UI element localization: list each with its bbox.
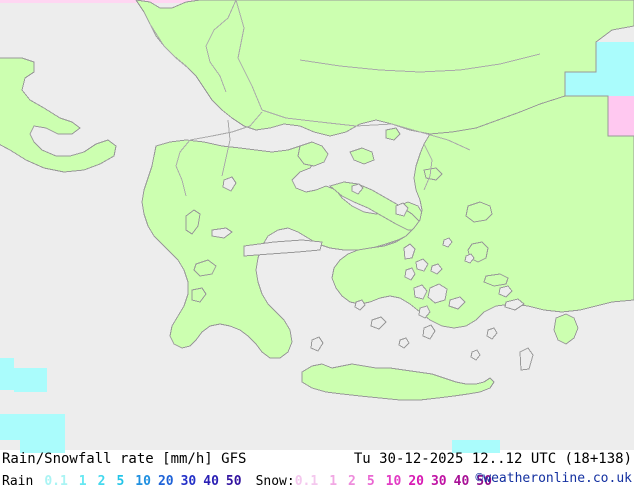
land-evia-north xyxy=(349,147,375,165)
legend-title: Rain/Snowfall rate [mm/h] GFS xyxy=(2,451,247,467)
snow-scale-step-5: 5 xyxy=(366,474,375,489)
land-greece-chalkidiki xyxy=(297,141,329,167)
border-croatia-bosnia xyxy=(149,23,189,69)
ionian-sea-rain-patch-d xyxy=(14,368,47,392)
island-milos xyxy=(370,316,387,330)
precip-scale-bar: Rain 0.1 1 2 5 10 20 30 40 50 Snow: 0.1 1 2 5 10 20 30… xyxy=(2,470,492,489)
snow-scale-step-30: 30 xyxy=(430,474,447,489)
island-ios xyxy=(418,305,431,319)
edge-precip-tick-left xyxy=(20,450,65,453)
island-small-d xyxy=(398,337,410,349)
land-rhodes xyxy=(553,313,579,345)
island-amorgos xyxy=(448,296,466,310)
ionian-sea-rain-patch-a xyxy=(0,358,14,372)
north-edge-snow-strip xyxy=(0,0,242,3)
border-macedonia xyxy=(221,119,231,177)
island-mykonos xyxy=(430,263,443,275)
legend-title-row: Rain/Snowfall rate [mm/h] GFS Tu 30-12-2… xyxy=(0,450,634,470)
island-small-a xyxy=(464,253,475,264)
island-skyros xyxy=(395,202,409,217)
rain-scale-step-40: 40 xyxy=(203,474,219,489)
island-naxos xyxy=(427,283,448,304)
inland-water-layer xyxy=(211,176,323,257)
rain-scale-step-20: 20 xyxy=(157,474,174,489)
rain-scale-step-5: 5 xyxy=(116,474,125,489)
edge-precip-tick-right xyxy=(452,450,500,453)
land-lesbos xyxy=(465,201,493,223)
snow-scale-step-1: 1 xyxy=(329,474,338,489)
gulf-corinth xyxy=(243,239,323,257)
aegean-islands-layer xyxy=(310,183,534,371)
border-serbia-bulgaria xyxy=(261,109,393,127)
island-syros xyxy=(404,267,416,281)
island-small-b xyxy=(442,237,453,248)
legend-datestamp: Tu 30-12-2025 12..12 UTC (18+138) xyxy=(353,451,632,467)
snow-scale-label: Snow: xyxy=(255,474,295,489)
island-tinos xyxy=(415,258,429,272)
land-limnos xyxy=(423,167,443,181)
land-crete xyxy=(301,363,495,401)
rain-scale-step-50: 50 xyxy=(225,474,242,489)
border-bulgaria-turkey xyxy=(391,123,471,151)
island-skiathos xyxy=(351,183,364,195)
ionian-sea-rain-patch-h xyxy=(0,440,20,450)
land-balkans xyxy=(135,0,634,137)
political-borders-layer xyxy=(149,0,541,197)
snow-scale-step-50: 50 xyxy=(476,474,492,489)
border-bulgaria-greece xyxy=(189,111,263,141)
east-anatolia-snow-patch xyxy=(608,96,634,136)
land-samos xyxy=(483,273,509,287)
snow-scale-step-10: 10 xyxy=(385,474,402,489)
island-santorini xyxy=(422,324,436,340)
rain-scale-step-10: 10 xyxy=(135,474,151,489)
snow-scale-step-0.1: 0.1 xyxy=(294,474,319,489)
copyright-notice: ©weatheronline.co.uk xyxy=(475,471,632,486)
island-andros xyxy=(403,243,416,260)
island-small-c xyxy=(486,327,498,340)
rain-scale-step-0.1: 0.1 xyxy=(44,474,68,489)
weather-map-canvas[interactable] xyxy=(0,0,634,450)
black-sea-rain-patch xyxy=(596,42,634,72)
rain-scale-values: 0.1 1 2 5 10 20 30 40 50 xyxy=(44,470,241,489)
land-zakynthos xyxy=(191,287,207,303)
snow-scale-step-20: 20 xyxy=(408,474,424,489)
border-romania-bulgaria xyxy=(235,0,263,111)
ionian-sea-rain-patch-g xyxy=(20,428,65,450)
island-kos xyxy=(504,298,525,311)
land-italy-apulia xyxy=(0,57,117,173)
land-corfu xyxy=(185,209,201,235)
gulf-amvrakikos xyxy=(211,227,233,239)
island-paros xyxy=(413,284,428,300)
land-kefalonia xyxy=(193,259,217,277)
island-kalymnos xyxy=(498,285,513,298)
rain-scale-step-1: 1 xyxy=(78,474,87,489)
lake-prespa xyxy=(222,176,237,192)
border-north-1 xyxy=(205,0,237,93)
rain-scale-step-30: 30 xyxy=(180,474,197,489)
border-greece-turkey-thrace xyxy=(423,143,433,191)
island-kythira xyxy=(310,336,324,352)
black-sea-rain-patch-b xyxy=(565,72,634,96)
island-small-e xyxy=(354,299,366,311)
ionian-sea-rain-patch-i xyxy=(452,440,500,450)
rain-scale-step-2: 2 xyxy=(97,474,106,489)
ionian-sea-rain-patch-f xyxy=(0,414,34,428)
border-danube xyxy=(299,53,541,73)
legend-scale-row: Rain 0.1 1 2 5 10 20 30 40 50 Snow: 0.1 1 2 5 10 20 30… xyxy=(0,469,634,489)
landmass-layer xyxy=(0,0,634,401)
snow-scale-values: 0.1 1 2 5 10 20 30 40 50 xyxy=(295,470,492,489)
snow-scale-step-2: 2 xyxy=(348,474,356,489)
land-thasos xyxy=(385,127,401,141)
map-legend-footer: Rain/Snowfall rate [mm/h] GFS Tu 30-12-2… xyxy=(0,450,634,490)
snow-scale-step-40: 40 xyxy=(453,474,470,489)
island-small-f xyxy=(470,349,481,361)
rain-scale-label: Rain xyxy=(2,474,34,489)
border-albania-greece xyxy=(175,139,191,197)
island-karpathos xyxy=(519,347,534,371)
